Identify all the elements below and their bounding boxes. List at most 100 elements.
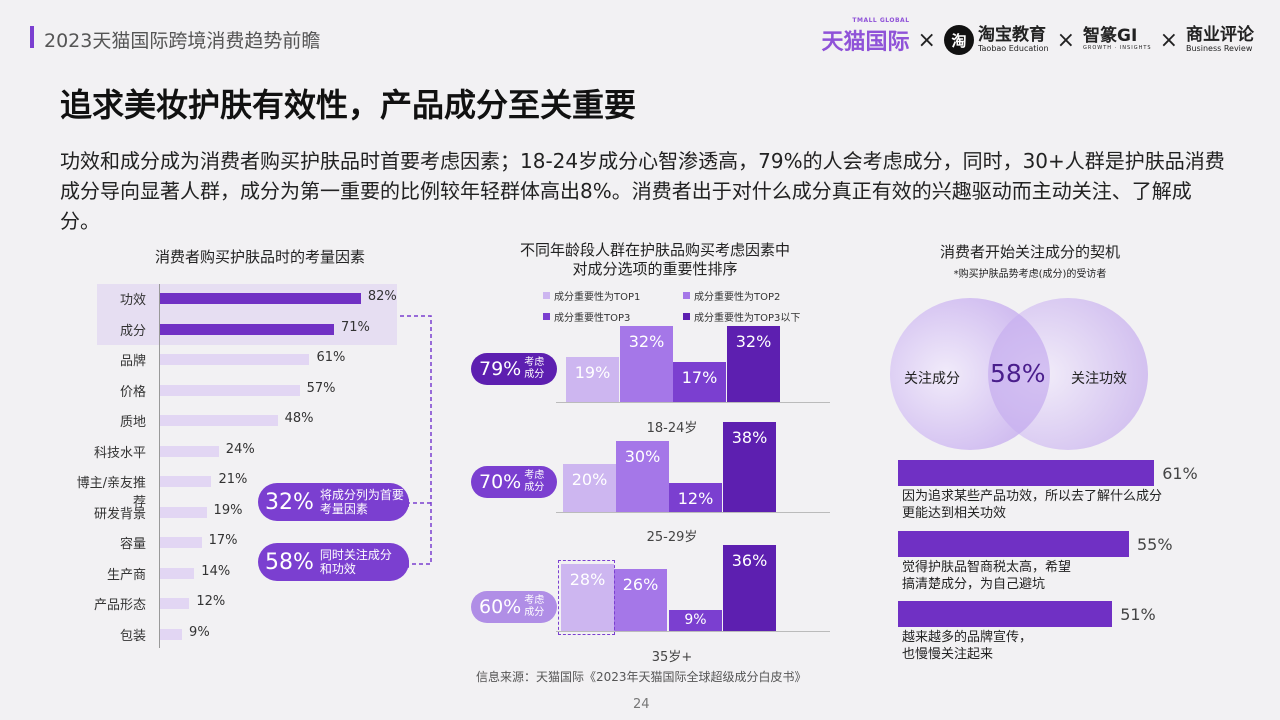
age-pill-35-plus: 60% 考虑成分 xyxy=(471,591,557,623)
age-column-value: 20% xyxy=(571,470,608,490)
factor-label: 功效 xyxy=(119,293,146,308)
age-column: 36% xyxy=(723,545,776,631)
times-icon: × xyxy=(1056,27,1076,53)
age-pill-25-29-text: 考虑成分 xyxy=(524,470,545,493)
page-description: 功效和成分成为消费者购买护肤品时首要考虑因素；18-24岁成分心智渗透高，79%… xyxy=(60,149,1225,233)
factor-value: 82% xyxy=(367,289,397,304)
reason-bar xyxy=(898,460,1155,486)
factor-bar xyxy=(160,506,207,518)
factor-label: 研发背景 xyxy=(93,506,146,522)
reason-value: 55% xyxy=(1137,535,1173,554)
legend-top1-label: 成分重要性为TOP1 xyxy=(554,292,641,303)
zhizhuan-logo-text: 智篆GI xyxy=(1083,26,1138,47)
source-note: 信息来源：天猫国际《2023年天猫国际全球超级成分白皮书》 xyxy=(476,670,807,684)
age-column: 30% xyxy=(616,440,669,512)
chart1-axis xyxy=(159,284,160,648)
legend-top2-label: 成分重要性为TOP2 xyxy=(694,292,781,303)
age-column: 9% xyxy=(669,609,722,631)
factor-label: 成分 xyxy=(119,323,146,339)
factor-label: 科技水平 xyxy=(93,445,146,461)
factor-label: 包装 xyxy=(119,628,146,644)
reason-bar xyxy=(898,531,1129,557)
age-group-label: 25-29岁 xyxy=(646,530,698,545)
callout-32-value: 32% xyxy=(265,489,314,515)
factor-value: 12% xyxy=(196,594,226,609)
chart3-note: *购买护肤品势考虑(成分)的受访者 xyxy=(953,269,1107,280)
age-column-value: 32% xyxy=(735,331,772,351)
legend-top3: 成分重要性TOP3 xyxy=(543,309,683,324)
chart2-legend: 成分重要性为TOP1 成分重要性为TOP2 成分重要性TOP3 成分重要性为TO… xyxy=(543,288,843,324)
factor-value: 21% xyxy=(218,472,248,487)
legend-swatch-below-top3 xyxy=(683,313,690,320)
chart2-baseline xyxy=(556,402,830,403)
age-column-value: 28% xyxy=(569,570,606,590)
legend-top1: 成分重要性为TOP1 xyxy=(543,288,683,303)
age-column: 32% xyxy=(727,325,780,402)
venn-right-label: 关注功效 xyxy=(1071,371,1127,387)
venn-overlap xyxy=(988,314,1050,434)
age-column-value: 19% xyxy=(574,362,611,382)
age-column-value: 36% xyxy=(731,551,768,571)
partner-logos: TMALL GLOBAL 天猫国际 × 淘 淘宝教育 Taobao Educat… xyxy=(822,17,1254,56)
age-pill-18-24: 79% 考虑成分 xyxy=(471,353,557,385)
legend-swatch-top3 xyxy=(543,313,550,320)
age-column-value: 38% xyxy=(731,427,768,447)
chart2-baseline xyxy=(556,631,830,632)
chart2-baseline xyxy=(556,512,830,513)
factor-value: 48% xyxy=(284,411,314,426)
age-column-value: 17% xyxy=(681,367,718,387)
zhizhuan-logo-en: GROWTH · INSIGHTS xyxy=(1083,45,1152,52)
taobao-circle-icon: 淘 xyxy=(943,25,974,55)
factor-value: 71% xyxy=(340,319,370,335)
age-pill-25-29: 70% 考虑成分 xyxy=(471,466,557,498)
age-column: 38% xyxy=(723,421,776,512)
factor-bar xyxy=(160,293,361,304)
age-column-value: 9% xyxy=(684,612,707,629)
factor-label: 品牌 xyxy=(119,354,146,369)
business-review-logo-text: 商业评论 xyxy=(1186,24,1254,45)
factor-label: 产品形态 xyxy=(93,598,146,613)
factor-bar xyxy=(160,628,183,640)
taobao-education-logo: 淘 淘宝教育 Taobao Education xyxy=(943,25,1049,55)
chart1-title: 消费者购买护肤品时的考量因素 xyxy=(154,248,365,266)
factor-value: 61% xyxy=(316,350,346,365)
reason-bar xyxy=(898,601,1113,627)
age-column: 28% xyxy=(561,564,614,631)
factor-bar xyxy=(160,537,202,548)
age-pill-18-24-text: 考虑成分 xyxy=(524,357,545,380)
factor-bar xyxy=(160,598,190,609)
factor-bar xyxy=(160,567,195,579)
chart2-title-line2: 对成分选项的重要性排序 xyxy=(572,260,738,278)
factor-bar xyxy=(160,445,219,457)
chart3-title: 消费者开始关注成分的契机 xyxy=(939,243,1120,261)
business-review-logo-en: Business Review xyxy=(1186,43,1253,53)
age-group-label: 18-24岁 xyxy=(646,421,698,436)
header-accent-bar xyxy=(30,26,34,48)
age-pill-35-plus-value: 60% xyxy=(479,596,522,618)
factor-value: 17% xyxy=(208,533,238,548)
age-column: 20% xyxy=(563,464,616,512)
factor-value: 57% xyxy=(306,380,336,396)
dashed-highlight-box xyxy=(558,560,615,635)
age-column: 19% xyxy=(566,356,619,402)
legend-top3-label: 成分重要性TOP3 xyxy=(554,313,631,324)
factor-bar xyxy=(160,323,334,335)
callout-32: 32% 将成分列为首要考量因素 xyxy=(258,483,409,521)
factor-bar xyxy=(160,415,278,426)
factor-label: 容量 xyxy=(119,537,146,552)
times-icon: × xyxy=(1159,27,1178,53)
legend-below-top3: 成分重要性为TOP3以下 xyxy=(683,309,833,324)
reason-text: 觉得护肤品智商税太高，希望搞清楚成分，为自己避坑 xyxy=(902,560,1072,592)
legend-top2: 成分重要性为TOP2 xyxy=(683,288,833,303)
taobao-education-logo-en: Taobao Education xyxy=(977,43,1049,53)
legend-swatch-top2 xyxy=(683,292,690,299)
callout-58: 58% 同时关注成分和功效 xyxy=(258,543,409,581)
age-column-value: 26% xyxy=(622,575,659,595)
dashed-connector xyxy=(400,315,432,568)
business-review-logo: 商业评论 Business Review xyxy=(1186,24,1254,53)
times-icon: × xyxy=(917,27,936,53)
age-column-value: 32% xyxy=(628,331,665,351)
age-column-value: 30% xyxy=(624,446,661,466)
factor-value: 14% xyxy=(201,563,231,579)
factor-bar xyxy=(160,384,300,396)
